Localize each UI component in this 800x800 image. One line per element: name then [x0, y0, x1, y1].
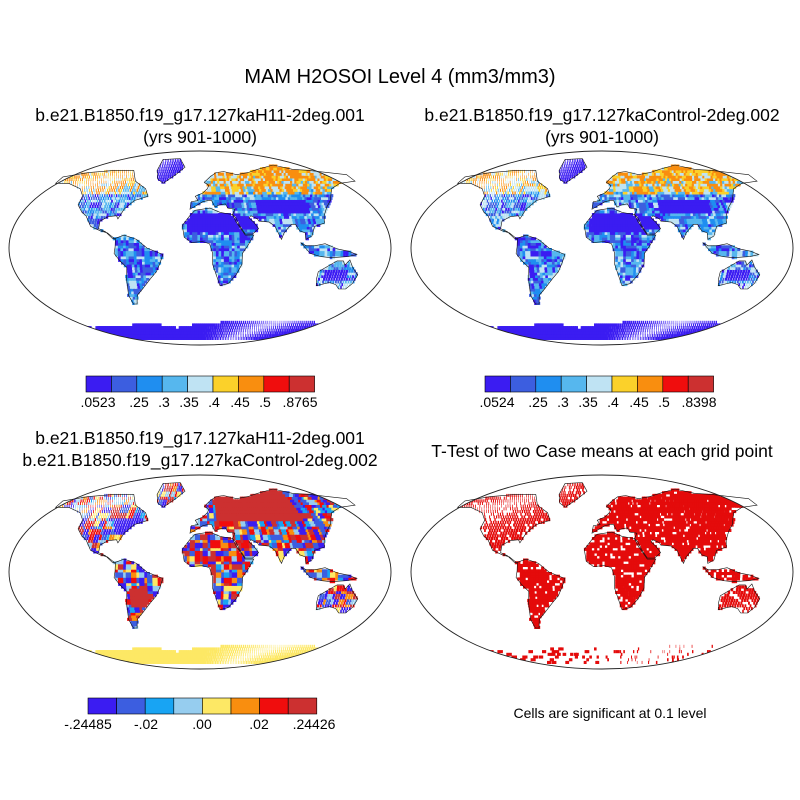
colorbar-tick-label: .35 [179, 394, 199, 410]
colorbar-tick-label: .0524 [479, 394, 514, 410]
colorbar-tick-label: .02 [249, 716, 269, 732]
map-panel-4 [410, 474, 794, 670]
map-grid-cells [459, 159, 760, 340]
panel1-title-line2: (yrs 901-1000) [143, 127, 257, 147]
colorbar-box [687, 375, 714, 393]
map-panel-2 [410, 150, 794, 346]
colorbar-tick-label: .8765 [282, 394, 317, 410]
colorbar-tick-label: .3 [557, 394, 569, 410]
colorbar-box [637, 375, 664, 393]
map-panel-1 [8, 150, 392, 346]
colorbar-tick-label: .4 [208, 394, 220, 410]
colorbar-box [187, 375, 214, 393]
colorbar-box [202, 697, 232, 715]
coastlines [456, 158, 761, 305]
coastlines [456, 482, 761, 629]
colorbar-tick-label: .24426 [293, 716, 336, 732]
map-border [410, 474, 794, 670]
colorbar-box [662, 375, 689, 393]
colorbar-2: .0524 .25 .3 .35 .4 .45 .5 .8398 [479, 375, 717, 410]
panel3-title-line2: b.e21.B1850.f19_g17.127kaControl-2deg.00… [22, 450, 378, 470]
map-grid-cells [57, 159, 358, 340]
panel2-title-line2: (yrs 901-1000) [545, 127, 659, 147]
colorbar-box [263, 375, 290, 393]
map-border [410, 150, 794, 346]
map-grid-cells [459, 483, 760, 664]
colorbar-tick-label: .8398 [681, 394, 716, 410]
colorbar-tick-label: -.24485 [64, 716, 112, 732]
colorbar-tick-label: .25 [528, 394, 548, 410]
map-border [8, 150, 392, 346]
colorbar-box [230, 697, 260, 715]
map-grid-cells [57, 483, 358, 664]
colorbar-box [161, 375, 188, 393]
colorbar-box [136, 375, 163, 393]
panel4-title-line1: T-Test of two Case means at each grid po… [431, 441, 773, 461]
colorbar-tick-label: .5 [658, 394, 670, 410]
colorbar-box [586, 375, 613, 393]
coastlines [54, 158, 359, 305]
panel3-title-line1: b.e21.B1850.f19_g17.127kaH11-2deg.001 [35, 428, 365, 448]
main-title: MAM H2OSOI Level 4 (mm3/mm3) [244, 66, 556, 88]
colorbar-tick-label: .45 [230, 394, 250, 410]
colorbar-box [611, 375, 638, 393]
panel2-title-line1: b.e21.B1850.f19_g17.127kaControl-2deg.00… [424, 105, 780, 125]
colorbar-box [288, 375, 315, 393]
significance-note: Cells are significant at 0.1 level [513, 705, 707, 721]
colorbar-box [535, 375, 562, 393]
colorbar-box [259, 697, 289, 715]
colorbar-3: -.24485 -.02 .00 .02 .24426 [64, 697, 336, 732]
colorbar-tick-label: .0523 [80, 394, 115, 410]
colorbar-tick-label: -.02 [134, 716, 158, 732]
colorbar-tick-label: .3 [158, 394, 170, 410]
colorbar-tick-label: .35 [578, 394, 598, 410]
colorbar-box [560, 375, 587, 393]
colorbar-box [212, 375, 239, 393]
colorbar-box [111, 375, 138, 393]
colorbar-box [87, 697, 117, 715]
colorbar-box [173, 697, 203, 715]
colorbar-box [287, 697, 318, 715]
colorbar-box [85, 375, 112, 393]
colorbar-tick-label: .45 [629, 394, 649, 410]
map-border [8, 474, 392, 670]
coastlines [54, 482, 359, 629]
colorbar-box [116, 697, 146, 715]
colorbar-1: .0523 .25 .3 .35 .4 .45 .5 .8765 [80, 375, 318, 410]
colorbar-tick-label: .4 [607, 394, 619, 410]
colorbar-box [238, 375, 265, 393]
colorbar-tick-label: .25 [129, 394, 149, 410]
panel1-title-line1: b.e21.B1850.f19_g17.127kaH11-2deg.001 [35, 105, 365, 125]
colorbar-box [484, 375, 511, 393]
colorbar-tick-label: .5 [259, 394, 271, 410]
colorbar-tick-label: .00 [192, 716, 212, 732]
colorbar-box [144, 697, 175, 715]
map-panel-3 [8, 474, 392, 670]
colorbar-box [510, 375, 537, 393]
